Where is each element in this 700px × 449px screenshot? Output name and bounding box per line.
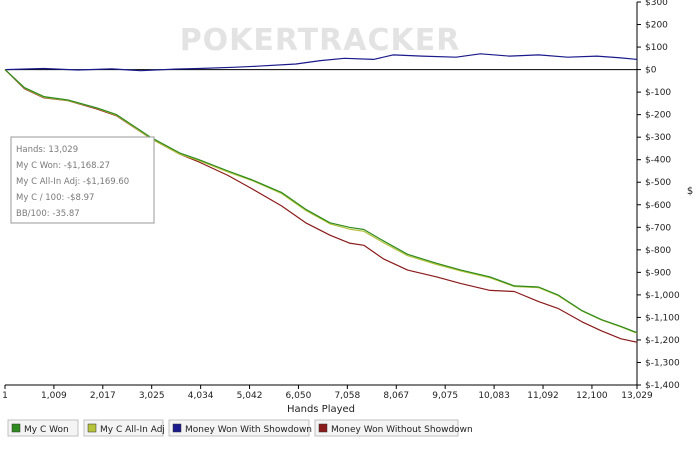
x-tick-label: 10,083 xyxy=(478,391,510,401)
watermark-logo: POKERTRACKER xyxy=(180,23,461,58)
legend-item-frame xyxy=(83,419,164,437)
x-tick-label: 13,029 xyxy=(621,391,653,401)
legend-item-1[interactable]: My C All-In Adj xyxy=(83,419,165,437)
y-tick-label: $-500 xyxy=(645,178,671,188)
legend-item-frame xyxy=(168,419,310,437)
legend-swatch xyxy=(11,423,21,433)
stats-won: My C Won: -$1,168.27 xyxy=(16,161,110,171)
x-tick-label: 1,009 xyxy=(41,391,67,401)
y-tick-label: $-800 xyxy=(645,246,671,256)
y-tick-label: $-1,300 xyxy=(645,358,680,368)
x-tick-label: 8,067 xyxy=(383,391,409,401)
plot-frame xyxy=(5,2,638,386)
x-tick-label: 6,050 xyxy=(286,391,312,401)
y-tick-label: $-1,100 xyxy=(645,313,680,323)
legend-item-frame xyxy=(314,419,459,437)
y-axis-title: $ xyxy=(687,186,693,197)
x-tick-label: 7,058 xyxy=(334,391,360,401)
y-tick-label: $-600 xyxy=(645,201,671,211)
x-axis-ticks: 1 1,009 2,017 3,025 4,034 5,042 6,050 7,058 8,06… xyxy=(2,385,653,401)
y-tick-label: $-300 xyxy=(645,133,671,143)
legend: My C Won My C All-In Adj Money Won With Sh… xyxy=(7,419,473,437)
y-tick-label: $300 xyxy=(645,0,668,8)
x-tick-label: 12,100 xyxy=(576,391,608,401)
y-tick-label: $-900 xyxy=(645,268,671,278)
legend-swatch xyxy=(87,423,97,433)
y-tick-label: $-200 xyxy=(645,111,671,121)
stats-hands: Hands: 13,029 xyxy=(16,145,78,155)
series-lines xyxy=(4,53,638,343)
x-tick-label: 9,075 xyxy=(432,391,458,401)
y-tick-label: $-100 xyxy=(645,88,671,98)
x-tick-label: 11,092 xyxy=(527,391,559,401)
y-tick-label: $100 xyxy=(645,43,668,53)
y-tick-label: $0 xyxy=(645,66,657,76)
y-axis-ticks: $300 $200 $100 $0 $-100 $-200 $-300 $-400 $-500 $… xyxy=(637,0,680,391)
stats-bb-100: BB/100: -35.87 xyxy=(16,209,80,219)
legend-swatch xyxy=(172,423,182,433)
y-tick-label: $-700 xyxy=(645,223,671,233)
y-tick-label: $-400 xyxy=(645,156,671,166)
x-tick-label: 3,025 xyxy=(139,391,165,401)
legend-item-0[interactable]: My C Won xyxy=(7,419,79,437)
series-line-0 xyxy=(4,69,638,334)
stats-per-100: My C / 100: -$8.97 xyxy=(16,193,94,203)
x-tick-label: 4,034 xyxy=(188,391,214,401)
y-tick-label: $200 xyxy=(645,21,668,31)
x-tick-label: 5,042 xyxy=(237,391,263,401)
legend-label: My C Won xyxy=(24,425,69,435)
stats-allin-adj: My C All-In Adj: -$1,169.60 xyxy=(16,177,129,187)
x-tick-label: 1 xyxy=(2,391,8,401)
legend-label: My C All-In Adj xyxy=(100,425,165,435)
x-axis-title: Hands Played xyxy=(287,404,355,415)
stats-box-frame xyxy=(10,136,155,224)
y-tick-label: $-1,400 xyxy=(645,381,680,391)
stats-box: Hands: 13,029 My C Won: -$1,168.27 My C … xyxy=(10,136,155,224)
legend-swatch xyxy=(318,423,328,433)
series-line-2 xyxy=(4,53,638,72)
legend-item-frame xyxy=(7,419,79,437)
legend-item-2[interactable]: Money Won With Showdown xyxy=(168,419,312,437)
legend-item-3[interactable]: Money Won Without Showdown xyxy=(314,419,473,437)
legend-label: Money Won Without Showdown xyxy=(331,425,473,435)
x-tick-label: 2,017 xyxy=(90,391,116,401)
legend-label: Money Won With Showdown xyxy=(185,425,312,435)
y-tick-label: $-1,200 xyxy=(645,336,680,346)
y-tick-label: $-1,000 xyxy=(645,291,680,301)
